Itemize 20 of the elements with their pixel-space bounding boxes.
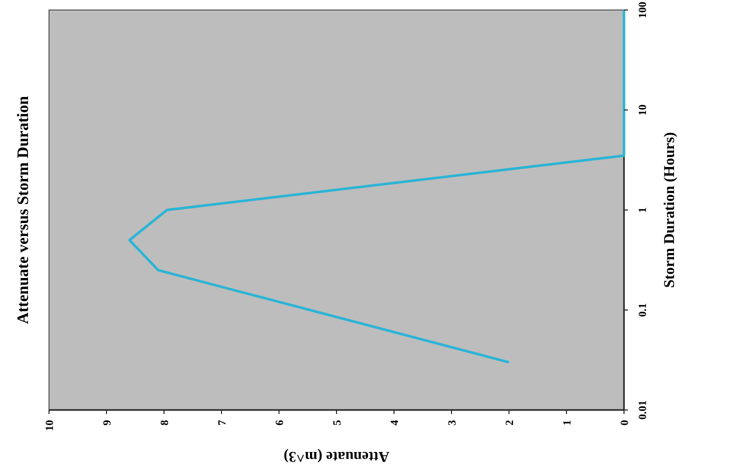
y-tick-label: 10 <box>637 104 649 116</box>
x-tick-label: 7 <box>216 420 228 426</box>
line-series <box>128 8 626 364</box>
x-tick-label: 6 <box>274 420 286 426</box>
x-tick-label: 2 <box>504 420 516 426</box>
x-tick-label: 4 <box>389 420 401 426</box>
x-tick-label: 5 <box>332 420 344 426</box>
y-tick-label: 0.01 <box>637 400 649 420</box>
x-tick-label: 10 <box>44 420 56 431</box>
y-tick-label: 1 <box>637 207 649 213</box>
x-tick-label: 3 <box>446 420 458 426</box>
x-tick-label: 1 <box>562 420 574 426</box>
x-tick-label: 9 <box>102 420 114 426</box>
text: Attenuate versus Storm Duration <box>15 96 32 324</box>
y-tick-label: 0.1 <box>637 303 649 317</box>
x-tick-label: 0 <box>619 420 631 426</box>
y-axis-title: Storm Duration (Hours) <box>662 132 678 288</box>
x-axis-title: Attenuate (m^3) <box>284 448 390 464</box>
y-tick-label: 100 <box>637 1 649 18</box>
x-tick-label: 8 <box>159 420 171 426</box>
